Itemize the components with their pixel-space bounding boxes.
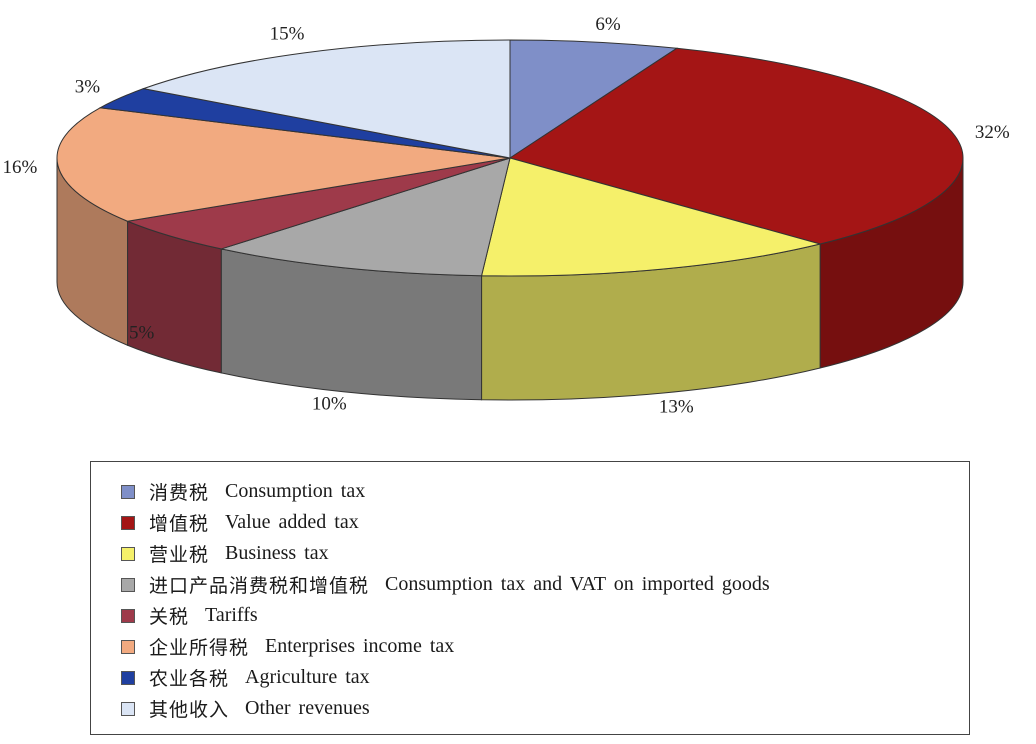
pie-slice-5 [56, 107, 511, 222]
legend-item: 增值税 Value added tax [121, 507, 770, 538]
legend-swatch [121, 577, 135, 592]
pie-slice-4 [125, 157, 511, 250]
legend-item: 进口产品消费税和增值税 Consumption tax and VAT on im… [121, 569, 770, 600]
legend-item: 营业税 Business tax [121, 538, 770, 569]
pie-label-1: 32% [975, 122, 1010, 143]
pie-slice-7 [141, 39, 511, 159]
legend-item: 企业所得税 Enterprises income tax [121, 631, 770, 662]
pie-slice-1 [508, 47, 964, 245]
legend-swatch [121, 670, 135, 685]
pie-slice-2 [480, 157, 823, 277]
pie-labels: 6% 32% 13% 10% 5% 16% 3% 15% [3, 14, 1010, 417]
legend-label-en: Tariffs [205, 604, 258, 626]
legend-label-cn: 增值税 [149, 513, 210, 535]
legend-label-cn: 企业所得税 [149, 637, 250, 659]
legend-label-cn: 营业税 [149, 544, 210, 566]
legend-label-cn: 进口产品消费税和增值税 [149, 575, 370, 597]
pie-slice-0 [509, 39, 679, 159]
legend-label-cn: 消费税 [149, 482, 210, 504]
pie-label-7: 15% [270, 23, 305, 44]
legend-label-en: Consumption tax [225, 480, 366, 502]
legend-label-en: Consumption tax and VAT on imported good… [385, 573, 770, 595]
pie-label-0: 6% [595, 14, 621, 35]
pie-label-5: 16% [3, 157, 38, 178]
legend-swatch [121, 515, 135, 530]
pie-label-2: 13% [659, 396, 694, 417]
legend-item: 消费税 Consumption tax [121, 476, 770, 507]
legend-label-en: Other revenues [245, 697, 370, 719]
legend-swatch [121, 608, 135, 623]
legend-label-en: Enterprises income tax [265, 635, 455, 657]
legend-label-cn: 关税 [149, 606, 190, 628]
pie-label-6: 3% [75, 77, 101, 98]
legend-label-en: Value added tax [225, 511, 359, 533]
legend-list: 消费税 Consumption tax 增值税 Value added tax 营业税 B… [121, 476, 770, 724]
legend-swatch [121, 546, 135, 561]
pie-chart: 6% 32% 13% 10% 5% 16% 3% 15% [3, 14, 1010, 417]
legend-swatch [121, 484, 135, 499]
legend-swatch [121, 639, 135, 654]
legend-label-en: Agriculture tax [245, 666, 370, 688]
pie-sides [56, 157, 964, 401]
pie-label-4: 5% [129, 323, 155, 344]
pie-slice-3 [219, 157, 511, 277]
legend-item: 农业各税 Agriculture tax [121, 662, 770, 693]
legend-label-en: Business tax [225, 542, 329, 564]
pie-label-3: 10% [312, 393, 347, 414]
legend-swatch [121, 701, 135, 716]
legend-label-cn: 其他收入 [149, 699, 230, 721]
pie-slices [56, 39, 964, 277]
legend: 消费税 Consumption tax 增值税 Value added tax 营业税 B… [90, 461, 970, 735]
legend-item: 关税 Tariffs [121, 600, 770, 631]
legend-label-cn: 农业各税 [149, 668, 230, 690]
legend-item: 其他收入 Other revenues [121, 693, 770, 724]
